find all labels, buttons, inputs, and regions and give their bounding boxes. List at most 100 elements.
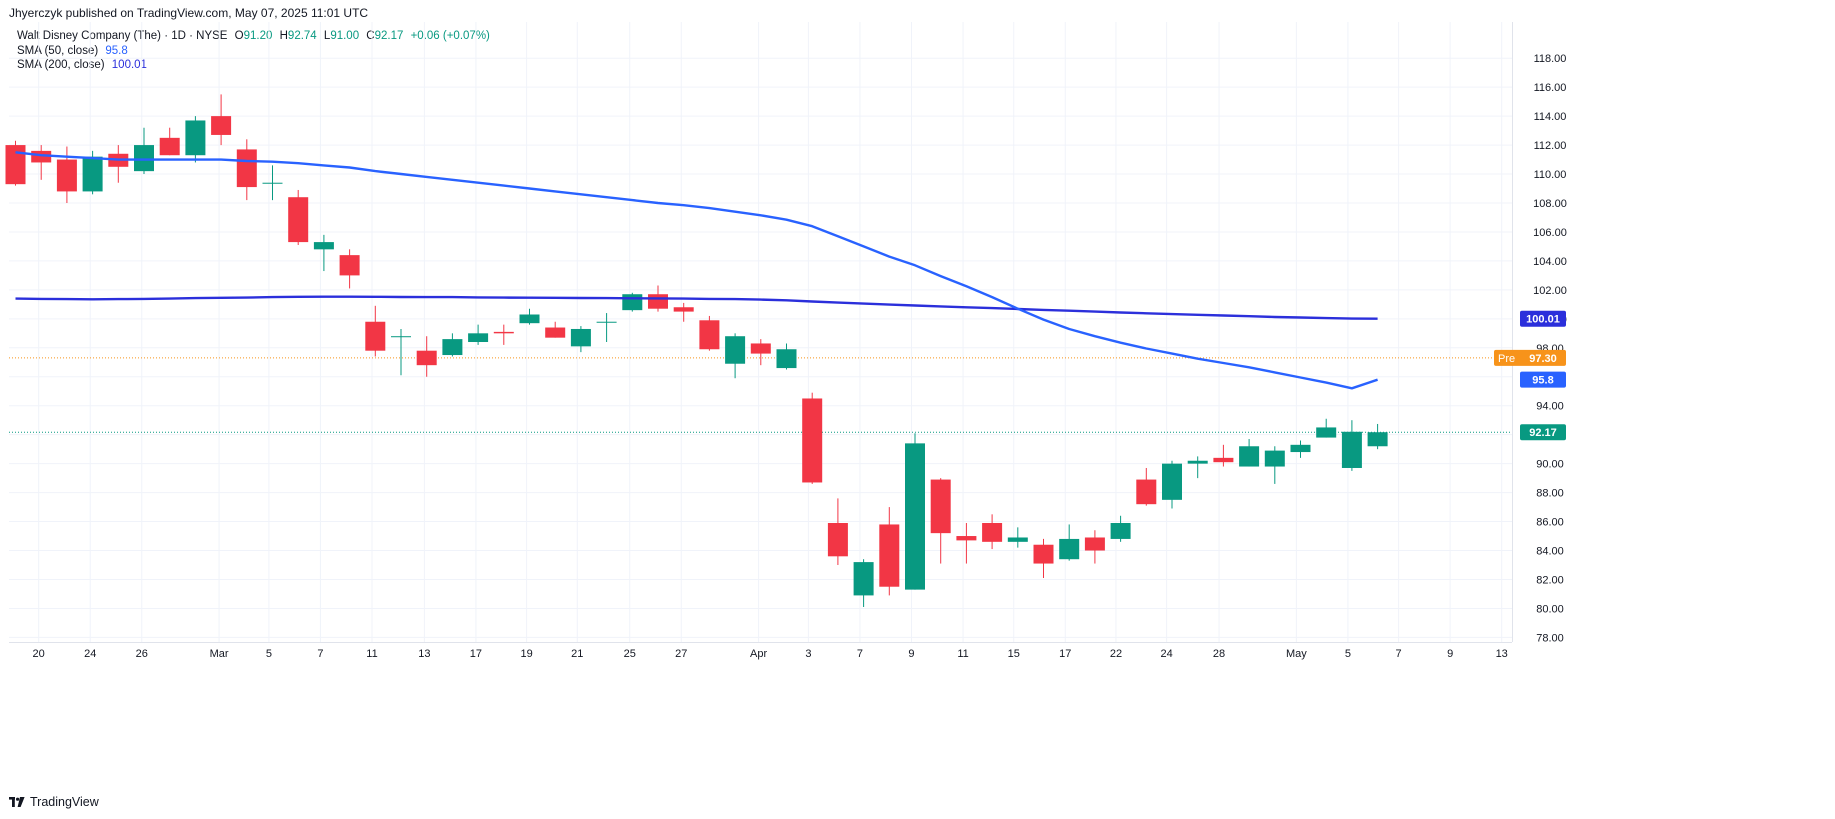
- x-tick-label: 7: [317, 648, 323, 660]
- candle: [1213, 444, 1234, 467]
- candle-body: [725, 336, 746, 364]
- y-tick-label: 78.00: [1536, 632, 1564, 644]
- ohlc-open: O91.20: [234, 30, 273, 42]
- candle: [905, 433, 925, 590]
- candle-body: [570, 328, 591, 347]
- y-tick-label: 104.00: [1533, 256, 1567, 268]
- y-tick-label: 112.00: [1534, 140, 1567, 152]
- candle: [108, 145, 129, 183]
- candle-body: [1007, 537, 1028, 542]
- candle: [930, 478, 951, 564]
- candle-body: [802, 398, 823, 483]
- symbol-legend[interactable]: Walt Disney Company (The) · 1D · NYSE O9…: [17, 30, 494, 42]
- x-tick-label: 20: [33, 648, 45, 660]
- x-tick-label: 11: [366, 648, 377, 660]
- x-tick-label: 9: [908, 648, 914, 660]
- candle: [236, 139, 257, 201]
- candle-body: [622, 294, 643, 311]
- x-tick-label: 21: [571, 648, 583, 660]
- candle: [391, 328, 411, 376]
- candle: [442, 333, 463, 357]
- candle: [725, 333, 746, 379]
- candle-body: [750, 343, 771, 354]
- candle: [853, 559, 874, 607]
- candle: [134, 127, 154, 175]
- candle-body: [1239, 446, 1260, 467]
- candle-body: [1316, 427, 1337, 438]
- candle: [750, 339, 771, 366]
- candle-body: [5, 145, 26, 185]
- symbol-title: Walt Disney Company (The) · 1D · NYSE: [17, 30, 228, 42]
- sma50-legend-value: 95.8: [105, 45, 128, 57]
- sma200-line: [15, 295, 1378, 320]
- y-tick-label: 86.00: [1536, 517, 1564, 529]
- publisher-header: Jhyerczyk published on TradingView.com, …: [9, 6, 369, 20]
- candle: [211, 94, 232, 146]
- candle-body: [905, 443, 925, 590]
- candle: [1110, 515, 1131, 542]
- x-tick-label: 7: [857, 648, 863, 660]
- y-tick-label: 90.00: [1536, 459, 1564, 471]
- candle-body: [313, 242, 334, 250]
- candle-body: [519, 314, 540, 324]
- x-tick-label: 25: [624, 648, 636, 660]
- candle: [1059, 524, 1080, 561]
- candle-body: [82, 156, 103, 192]
- candle: [185, 116, 206, 163]
- x-tick-label: 17: [470, 648, 482, 660]
- candle-body: [1110, 523, 1131, 539]
- candle-body: [468, 333, 489, 343]
- candle: [802, 392, 823, 484]
- ohlc-change: +0.06 (+0.07%): [410, 30, 490, 42]
- x-tick-label: 13: [1496, 648, 1508, 660]
- ohlc-low: L91.00: [323, 30, 360, 42]
- candle: [262, 165, 283, 201]
- candle: [956, 523, 977, 564]
- sma200-price-tag-text: 100.01: [1526, 314, 1560, 326]
- candle-body: [339, 255, 360, 276]
- x-tick-label: 5: [266, 648, 272, 660]
- candle: [699, 315, 720, 351]
- candle-body: [211, 116, 232, 135]
- candle-body: [982, 523, 1003, 542]
- x-tick-label: 24: [1161, 648, 1173, 660]
- candle: [1084, 530, 1105, 564]
- candle-body: [185, 120, 206, 156]
- candle: [1341, 420, 1362, 471]
- tradingview-logo[interactable]: TradingView: [9, 795, 99, 809]
- candles: [5, 94, 1388, 607]
- candle: [1316, 418, 1337, 438]
- y-tick-label: 108.00: [1533, 198, 1567, 210]
- candle: [879, 507, 900, 596]
- candle: [31, 145, 52, 180]
- x-tick-label: 7: [1396, 648, 1402, 660]
- candle: [493, 324, 514, 345]
- y-tick-label: 82.00: [1536, 574, 1564, 586]
- candle-body: [416, 350, 437, 366]
- x-tick-label: 28: [1213, 648, 1225, 660]
- sma50-legend[interactable]: SMA (50, close) 95.8: [17, 45, 132, 57]
- candle: [622, 292, 643, 312]
- y-tick-label: 94.00: [1536, 401, 1564, 413]
- y-tick-label: 88.00: [1536, 488, 1564, 500]
- y-axis-ticks: 78.0080.0082.0084.0086.0088.0090.0092.00…: [1533, 53, 1567, 644]
- candle: [1033, 538, 1054, 579]
- premarket-tag-label: Pre: [1498, 353, 1515, 365]
- candle: [1239, 439, 1260, 467]
- candle: [56, 146, 77, 203]
- x-tick-label: 22: [1110, 648, 1122, 660]
- candle: [1007, 527, 1028, 548]
- candle-body: [1162, 463, 1182, 500]
- candle: [468, 324, 489, 345]
- current-price-tag: 92.17: [1520, 424, 1566, 441]
- y-tick-label: 80.00: [1536, 603, 1564, 615]
- candle: [519, 308, 540, 325]
- candle-body: [31, 150, 52, 163]
- candle-body: [236, 149, 257, 188]
- candle-body: [776, 349, 797, 369]
- y-tick-label: 116.00: [1534, 82, 1567, 94]
- candle-body: [956, 536, 977, 541]
- candle: [776, 343, 797, 370]
- candle: [1187, 456, 1208, 479]
